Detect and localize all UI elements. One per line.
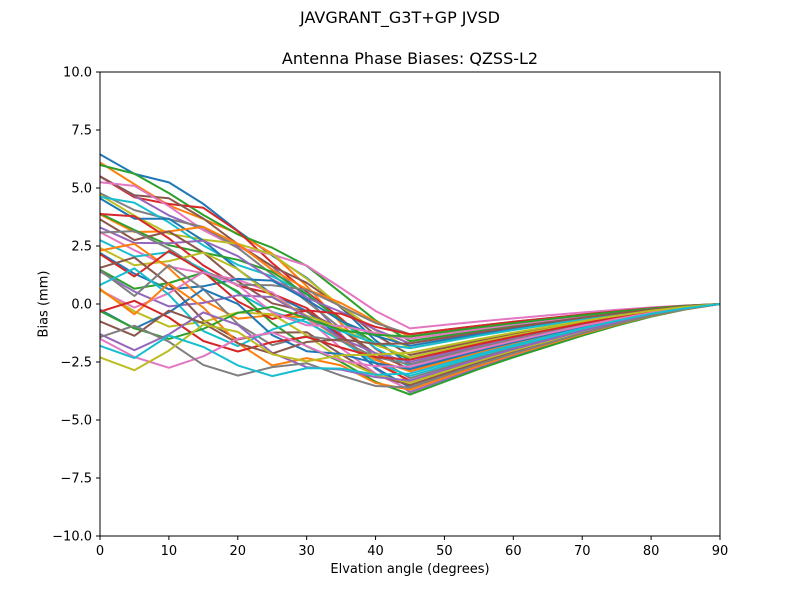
series-line	[100, 303, 720, 372]
y-tick-label: −2.5	[60, 356, 92, 371]
y-axis-label: Bias (mm)	[36, 270, 52, 338]
x-tick-label: 50	[436, 544, 453, 559]
y-tick-label: 7.5	[71, 124, 92, 139]
y-tick-label: 0.0	[71, 298, 92, 313]
x-tick-label: 80	[643, 544, 660, 559]
x-tick-label: 0	[96, 544, 104, 559]
series-line	[100, 303, 720, 389]
series-line	[100, 303, 720, 378]
x-tick-label: 70	[574, 544, 591, 559]
series-line	[100, 161, 720, 384]
series-line	[100, 299, 720, 361]
series-line	[100, 181, 720, 330]
y-tick-label: −5.0	[60, 414, 92, 429]
series-line	[100, 303, 720, 382]
y-tick-label: 10.0	[63, 66, 92, 81]
x-axis-label: Elvation angle (degrees)	[330, 562, 490, 577]
series-line	[100, 192, 720, 380]
x-tick-label: 20	[230, 544, 247, 559]
x-tick-label: 30	[298, 544, 315, 559]
figure-title: JAVGRANT_G3T+GP JVSD	[300, 8, 500, 27]
y-tick-label: 2.5	[71, 240, 92, 255]
series-line	[100, 267, 720, 350]
x-tick-label: 90	[712, 544, 729, 559]
x-tick-label: 10	[161, 544, 178, 559]
series-group	[100, 153, 720, 396]
y-tick-label: 5.0	[71, 182, 92, 197]
x-tick-label: 40	[367, 544, 384, 559]
y-tick-label: −10.0	[52, 530, 92, 545]
series-line	[100, 303, 720, 340]
series-line	[100, 303, 720, 369]
series-line	[100, 226, 720, 345]
axes-title: Antenna Phase Biases: QZSS-L2	[281, 49, 539, 68]
y-tick-label: −7.5	[60, 472, 92, 487]
x-tick-label: 60	[505, 544, 522, 559]
series-line	[100, 303, 720, 355]
